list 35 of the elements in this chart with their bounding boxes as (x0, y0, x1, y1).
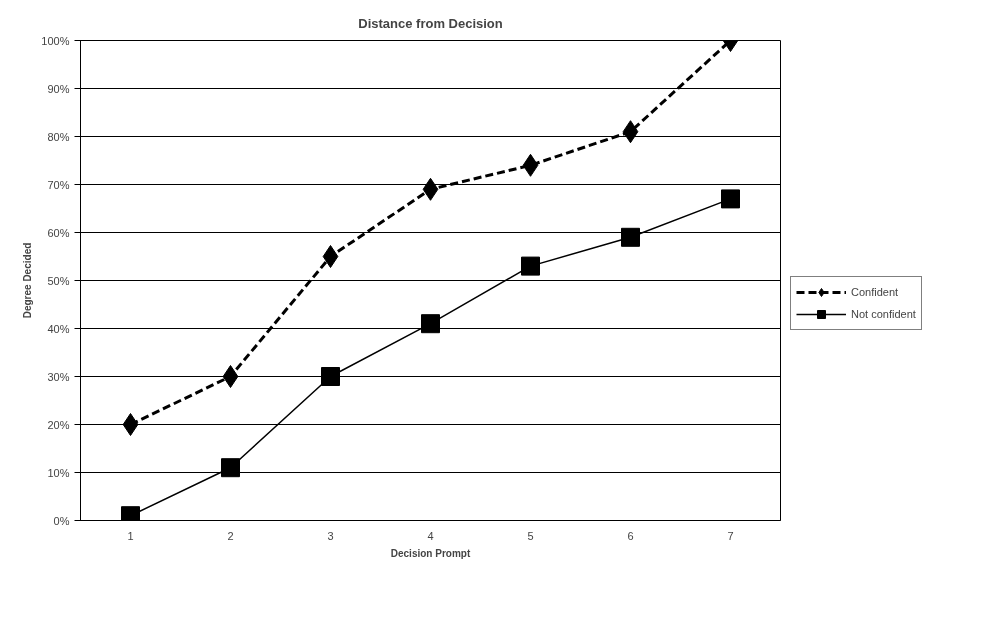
legend-label: Not confident (851, 308, 916, 320)
x-tick-label: 3 (327, 529, 334, 542)
legend-label: Confident (851, 286, 899, 298)
x-tick-label: 1 (127, 529, 134, 542)
point (222, 365, 239, 388)
x-tick-label: 5 (527, 529, 534, 542)
point (622, 120, 639, 144)
y-tick-label: 10% (47, 466, 70, 479)
point (422, 177, 439, 201)
y-tick-label: 0% (53, 514, 70, 527)
y-tick-label: 40% (47, 322, 70, 335)
point (321, 367, 340, 386)
point (122, 413, 139, 436)
y-tick-label: 30% (47, 370, 70, 383)
point (721, 189, 740, 209)
x-tick-label: 6 (627, 529, 634, 542)
y-tick-label: 60% (47, 226, 70, 239)
point (221, 458, 240, 478)
x-axis-title: Decision Prompt (390, 547, 471, 559)
x-tick-label: 2 (227, 529, 234, 542)
point (521, 256, 540, 276)
y-tick-label: 80% (47, 130, 70, 143)
y-tick-label: 90% (47, 82, 70, 95)
y-axis-title: Degree Decided (22, 242, 34, 319)
y-tick-label: 100% (41, 34, 70, 47)
chart-title: Distance from Decision (358, 15, 503, 31)
x-tick-label: 4 (427, 529, 434, 542)
y-tick-label: 20% (47, 418, 70, 431)
point (522, 153, 539, 177)
point (621, 227, 640, 247)
point (322, 245, 339, 268)
x-tick-label: 7 (727, 529, 734, 542)
y-tick-label: 70% (47, 178, 70, 191)
y-tick-label: 50% (47, 274, 70, 287)
point (421, 314, 440, 334)
